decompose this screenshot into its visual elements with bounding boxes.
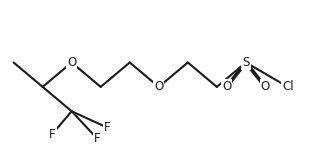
Text: O: O — [222, 80, 231, 93]
Text: O: O — [154, 80, 163, 93]
Text: S: S — [242, 56, 249, 69]
Text: F: F — [49, 128, 56, 141]
Text: Cl: Cl — [282, 80, 294, 93]
Text: O: O — [67, 56, 76, 69]
Text: O: O — [260, 80, 270, 93]
Text: F: F — [104, 121, 110, 134]
Text: F: F — [94, 132, 101, 145]
